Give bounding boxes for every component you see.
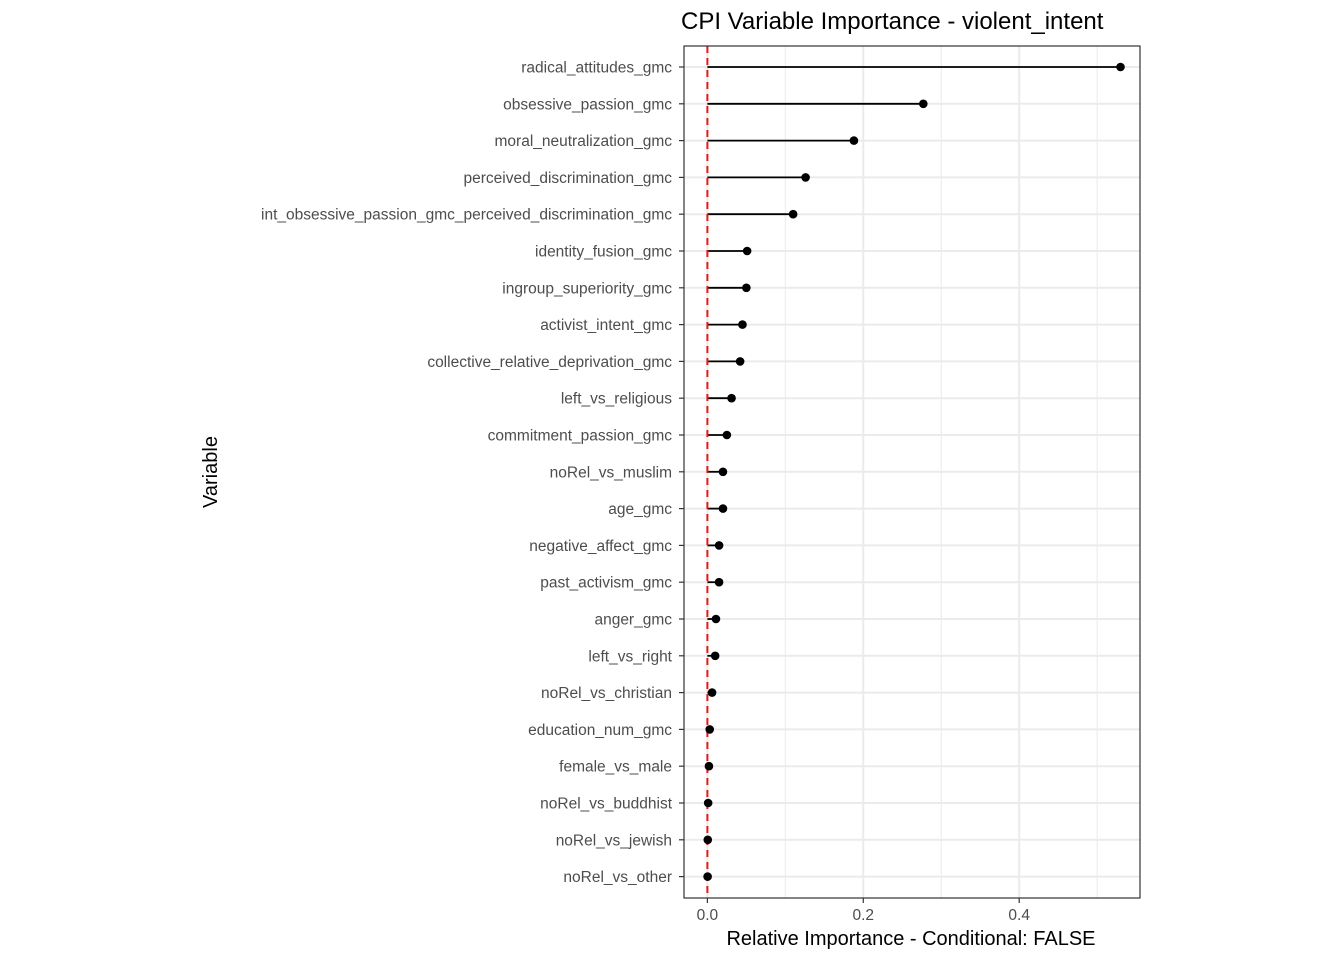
y-tick-label-18: education_num_gmc xyxy=(528,722,672,739)
x-axis-title: Relative Importance - Conditional: FALSE xyxy=(726,928,1095,950)
x-tick-label-0: 0.0 xyxy=(697,907,719,924)
point-noRel_vs_christian xyxy=(707,688,717,697)
point-noRel_vs_other xyxy=(703,872,712,881)
y-axis: radical_attitudes_gmc obsessive_passion_g… xyxy=(261,60,684,886)
point-past_activism_gmc xyxy=(714,577,724,587)
point-obsessive_passion_gmc xyxy=(919,99,928,109)
point-activist_intent_gmc xyxy=(738,320,747,329)
y-tick-label-16: left_vs_right xyxy=(588,648,672,665)
y-tick-label-7: activist_intent_gmc xyxy=(540,317,672,334)
point-identity_fusion_gmc xyxy=(742,246,752,256)
point-noRel_vs_jewish xyxy=(703,835,713,845)
y-tick-label-14: past_activism_gmc xyxy=(540,575,672,592)
point-radical_attitudes_gmc xyxy=(1116,62,1125,72)
point-collective_relative_deprivation_gmc xyxy=(735,357,745,366)
point-int_obsessive_passion_gmc_perceived_discrimination_gmc xyxy=(788,209,798,219)
y-tick-label-12: age_gmc xyxy=(608,501,672,518)
point-anger_gmc xyxy=(711,614,721,624)
y-tick-label-4: int_obsessive_passion_gmc_perceived_disc… xyxy=(261,207,672,224)
point-perceived_discrimination_gmc xyxy=(801,173,810,182)
x-axis: 0.0 0.2 0.4 xyxy=(697,898,1030,924)
point-noRel_vs_buddhist xyxy=(703,798,713,808)
y-tick-label-21: noRel_vs_jewish xyxy=(556,832,672,849)
point-moral_neutralization_gmc xyxy=(849,136,859,145)
y-tick-label-20: noRel_vs_buddhist xyxy=(540,796,673,813)
point-age_gmc xyxy=(718,504,728,513)
chart-title: CPI Variable Importance - violent_intent xyxy=(681,8,1104,35)
y-tick-label-1: obsessive_passion_gmc xyxy=(503,96,672,113)
point-left_vs_right xyxy=(710,651,720,661)
y-tick-label-0: radical_attitudes_gmc xyxy=(521,60,672,77)
y-tick-label-19: female_vs_male xyxy=(559,759,672,776)
y-tick-label-22: noRel_vs_other xyxy=(563,869,672,886)
y-tick-label-9: left_vs_religious xyxy=(561,391,672,408)
y-tick-label-2: moral_neutralization_gmc xyxy=(495,133,673,150)
y-tick-label-10: commitment_passion_gmc xyxy=(488,428,673,445)
point-commitment_passion_gmc xyxy=(722,430,732,440)
point-negative_affect_gmc xyxy=(714,541,724,550)
y-tick-label-13: negative_affect_gmc xyxy=(529,538,672,555)
y-tick-label-8: collective_relative_deprivation_gmc xyxy=(427,354,672,371)
point-noRel_vs_muslim xyxy=(718,467,728,477)
panel-grid xyxy=(684,46,1140,898)
point-education_num_gmc xyxy=(705,725,715,734)
point-ingroup_superiority_gmc xyxy=(742,283,751,293)
y-tick-label-5: identity_fusion_gmc xyxy=(535,244,672,261)
points xyxy=(703,62,1125,881)
y-axis-title: Variable xyxy=(200,436,222,508)
y-tick-label-6: ingroup_superiority_gmc xyxy=(502,280,672,297)
y-tick-label-11: noRel_vs_muslim xyxy=(550,464,672,481)
y-tick-label-3: perceived_discrimination_gmc xyxy=(464,170,673,187)
point-female_vs_male xyxy=(704,761,714,771)
x-tick-label-2: 0.4 xyxy=(1008,907,1030,924)
y-tick-label-15: anger_gmc xyxy=(594,612,672,629)
y-tick-label-17: noRel_vs_christian xyxy=(541,685,672,702)
point-left_vs_religious xyxy=(727,393,736,403)
x-tick-label-1: 0.2 xyxy=(853,907,875,924)
